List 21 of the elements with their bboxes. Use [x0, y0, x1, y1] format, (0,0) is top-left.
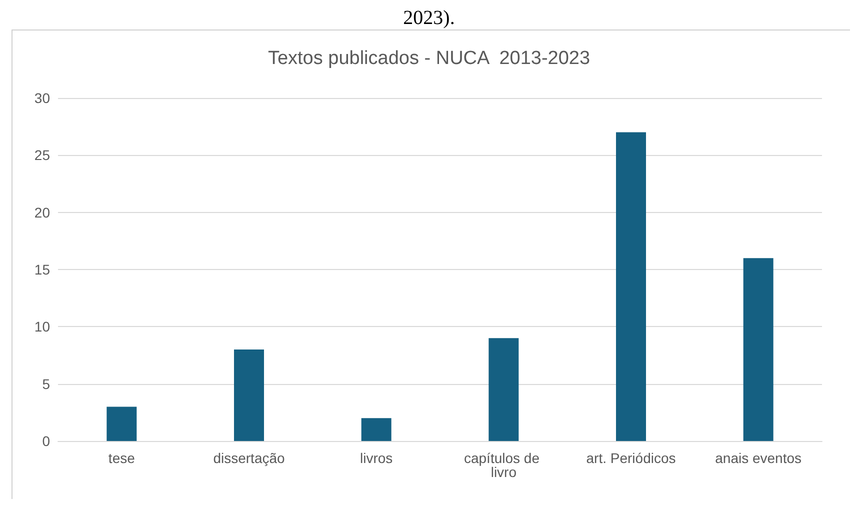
y-tick-label: 20	[34, 204, 50, 220]
y-tick-label: 25	[34, 147, 50, 164]
x-tick-label: dissertação	[213, 450, 286, 466]
y-tick-label: 0	[42, 433, 50, 449]
x-tick-label: tese	[108, 450, 136, 466]
y-tick-label: 5	[42, 376, 50, 392]
x-tick-label: livros	[360, 450, 393, 466]
bar	[106, 406, 137, 441]
y-tick-label: 30	[34, 90, 50, 106]
y-tick-label: 15	[34, 262, 50, 278]
bar	[234, 350, 264, 441]
bar	[616, 132, 646, 441]
x-tick-label: capítulos de livro	[464, 450, 544, 480]
text: 2023).	[403, 7, 455, 29]
bar	[743, 258, 774, 441]
chart-title: Textos publicados - NUCA 2013-2023	[268, 48, 590, 69]
x-tick-label: anais eventos	[715, 450, 802, 466]
x-tick-label: art. Periódicos	[586, 450, 676, 466]
bar	[488, 338, 519, 441]
bar	[361, 418, 392, 441]
y-tick-label: 10	[34, 318, 50, 335]
